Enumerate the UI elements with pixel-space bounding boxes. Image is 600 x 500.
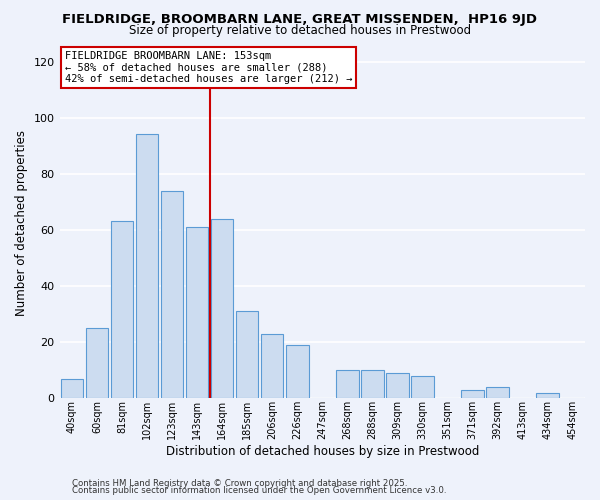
Bar bbox=[386, 373, 409, 398]
Bar bbox=[211, 218, 233, 398]
Text: FIELDRIDGE BROOMBARN LANE: 153sqm
← 58% of detached houses are smaller (288)
42%: FIELDRIDGE BROOMBARN LANE: 153sqm ← 58% … bbox=[65, 51, 352, 84]
Text: Contains HM Land Registry data © Crown copyright and database right 2025.: Contains HM Land Registry data © Crown c… bbox=[72, 478, 407, 488]
Bar bbox=[161, 190, 184, 398]
X-axis label: Distribution of detached houses by size in Prestwood: Distribution of detached houses by size … bbox=[166, 444, 479, 458]
Text: FIELDRIDGE, BROOMBARN LANE, GREAT MISSENDEN,  HP16 9JD: FIELDRIDGE, BROOMBARN LANE, GREAT MISSEN… bbox=[62, 12, 538, 26]
Bar bbox=[61, 378, 83, 398]
Bar bbox=[286, 345, 308, 398]
Bar bbox=[536, 392, 559, 398]
Y-axis label: Number of detached properties: Number of detached properties bbox=[15, 130, 28, 316]
Bar bbox=[186, 227, 208, 398]
Bar bbox=[486, 387, 509, 398]
Bar bbox=[361, 370, 383, 398]
Bar bbox=[136, 134, 158, 398]
Bar bbox=[111, 222, 133, 398]
Text: Contains public sector information licensed under the Open Government Licence v3: Contains public sector information licen… bbox=[72, 486, 446, 495]
Text: Size of property relative to detached houses in Prestwood: Size of property relative to detached ho… bbox=[129, 24, 471, 37]
Bar bbox=[261, 334, 283, 398]
Bar bbox=[236, 311, 259, 398]
Bar bbox=[411, 376, 434, 398]
Bar bbox=[336, 370, 359, 398]
Bar bbox=[461, 390, 484, 398]
Bar bbox=[86, 328, 109, 398]
